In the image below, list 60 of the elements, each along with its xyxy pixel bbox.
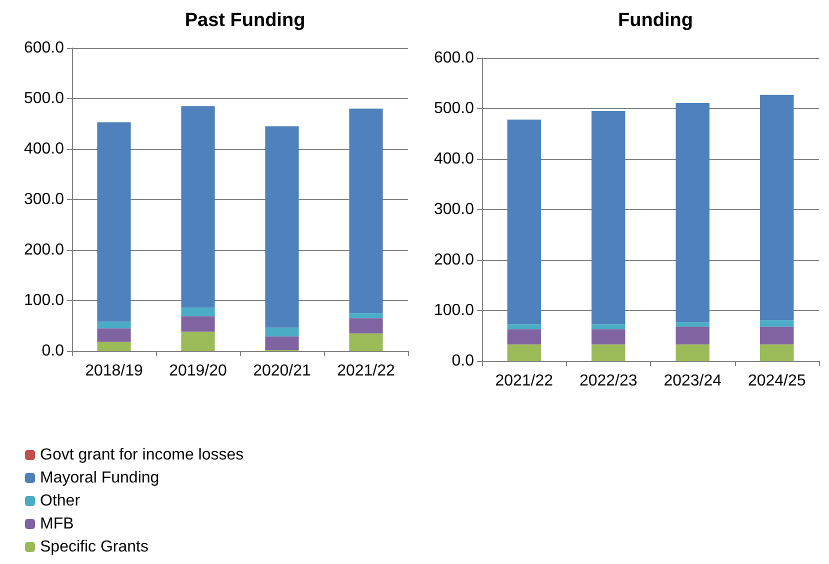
x-tick-label: 2021/22 <box>337 362 396 380</box>
y-tick-label: 200.0 <box>24 242 64 258</box>
bar <box>97 342 131 351</box>
y-tick-label: 100.0 <box>24 292 64 309</box>
bar <box>592 324 626 330</box>
y-tick-label: 500.0 <box>434 100 474 117</box>
x-tick-label: 2018/19 <box>85 362 144 380</box>
bar <box>349 313 383 318</box>
bar <box>97 322 131 328</box>
y-tick-label: 300.0 <box>24 191 64 208</box>
bar <box>265 126 299 328</box>
y-tick-label: 300.0 <box>434 201 474 218</box>
legend-label: Govt grant for income losses <box>40 446 244 464</box>
bar <box>592 329 626 344</box>
bar <box>181 106 215 308</box>
legend-label: Specific Grants <box>40 538 148 556</box>
x-tick-label: 2022/23 <box>579 372 638 390</box>
chart-title: Past Funding <box>184 10 306 31</box>
bar <box>349 108 383 314</box>
bar <box>507 344 541 361</box>
bar <box>760 320 794 327</box>
bar <box>760 344 794 361</box>
y-tick-label: 500.0 <box>24 90 64 107</box>
bar <box>181 316 215 332</box>
x-tick-label: 2021/22 <box>495 372 554 390</box>
chart-title: Funding <box>618 10 693 31</box>
x-tick-label: 2023/24 <box>664 372 722 390</box>
bar <box>181 332 215 351</box>
y-tick-label: 200.0 <box>434 252 474 268</box>
bar <box>265 336 299 350</box>
bar <box>265 328 299 336</box>
bar <box>592 111 626 324</box>
bar <box>760 94 794 320</box>
bar <box>97 328 131 342</box>
bar <box>676 326 710 344</box>
x-tick-label: 2019/20 <box>169 362 228 380</box>
legend-label: MFB <box>40 516 74 532</box>
bar <box>676 344 710 361</box>
x-tick-label: 2020/21 <box>253 362 312 380</box>
y-tick-label: 400.0 <box>434 150 474 168</box>
bar <box>507 324 541 330</box>
y-tick-label: 100.0 <box>434 302 474 319</box>
y-tick-label: 0.0 <box>42 342 64 360</box>
bar <box>760 326 794 344</box>
bar <box>97 122 131 322</box>
bar <box>592 344 626 361</box>
y-tick-label: 0.0 <box>452 352 474 370</box>
legend-label: Mayoral Funding <box>40 470 160 486</box>
x-tick-label: 2024/25 <box>748 372 806 390</box>
bar <box>181 308 215 316</box>
bar <box>507 120 541 324</box>
y-tick-label: 600.0 <box>24 40 64 56</box>
y-tick-label: 400.0 <box>24 140 64 158</box>
bar <box>676 322 710 327</box>
bar <box>349 333 383 351</box>
legend-label: Other <box>40 492 81 510</box>
bar <box>507 329 541 344</box>
bar <box>349 318 383 334</box>
bar <box>676 102 710 322</box>
y-tick-label: 600.0 <box>434 50 474 66</box>
